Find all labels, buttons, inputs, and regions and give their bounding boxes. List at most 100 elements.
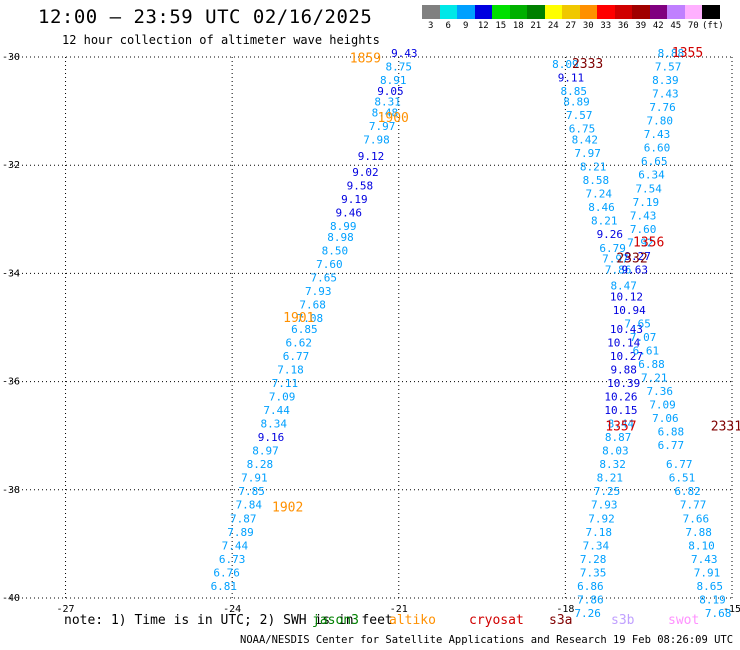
wave-height-value: 8.44 xyxy=(608,418,635,431)
wave-height-value: 6.76 xyxy=(213,566,240,579)
wave-height-value: 6.60 xyxy=(644,142,671,155)
color-scale-label: 45 xyxy=(670,21,682,31)
wave-height-value: 6.75 xyxy=(569,123,596,136)
color-scale-swatch xyxy=(597,5,615,19)
wave-height-value: 6.77 xyxy=(658,439,685,452)
wave-height-value: 8.21 xyxy=(580,161,607,174)
wave-height-value: 10.43 xyxy=(610,323,643,336)
wave-height-value: 7.44 xyxy=(222,539,249,552)
color-scale-swatch xyxy=(684,5,702,19)
color-scale-swatch xyxy=(457,5,475,19)
wave-height-value: 7.98 xyxy=(363,134,390,147)
wave-height-value: 7.88 xyxy=(685,526,712,539)
wave-height-value: 8.39 xyxy=(652,74,679,87)
color-scale-swatch xyxy=(649,5,667,19)
wave-height-value: 7.84 xyxy=(236,499,263,512)
color-scale-swatch xyxy=(702,5,720,19)
wave-height-value: 6.79 xyxy=(599,242,626,255)
wave-height-value: 8.31 xyxy=(374,96,401,109)
wave-height-value: 10.15 xyxy=(604,404,637,417)
wave-height-value: 8.87 xyxy=(605,431,632,444)
wave-height-value: 6.81 xyxy=(211,580,238,593)
wave-height-value: 9.12 xyxy=(358,150,385,163)
color-scale-swatch xyxy=(614,5,632,19)
satellite-legend-item: s3b xyxy=(611,613,635,628)
wave-height-value: 7.80 xyxy=(647,115,674,128)
wave-height-value: 7.66 xyxy=(683,512,710,525)
wave-height-value: 8.85 xyxy=(560,85,587,98)
color-scale-label: 36 xyxy=(617,21,629,31)
wave-height-value: 8.99 xyxy=(330,220,357,233)
wave-height-value: 7.68 xyxy=(705,607,732,620)
wave-height-value: 9.58 xyxy=(347,180,374,193)
color-scale-label: 9 xyxy=(463,21,469,31)
wave-height-value: 8.42 xyxy=(572,134,599,147)
color-scale-label: 24 xyxy=(547,21,559,31)
wave-height-value: 7.57 xyxy=(566,109,593,122)
wave-height-value: 7.93 xyxy=(305,285,332,298)
wave-height-value: 9.19 xyxy=(341,193,368,206)
lon-tick-label: -18 xyxy=(556,604,574,615)
wave-height-value: 9.26 xyxy=(597,228,624,241)
wave-height-value: 6.65 xyxy=(641,155,668,168)
wave-height-value: 7.11 xyxy=(272,377,299,390)
wave-height-value: 8.10 xyxy=(688,539,715,552)
wave-height-value: 9.27 xyxy=(624,250,651,263)
color-scale-swatch xyxy=(667,5,685,19)
wave-height-value: 7.43 xyxy=(652,88,679,101)
page-subtitle: 12 hour collection of altimeter wave hei… xyxy=(62,33,380,47)
wave-height-value: 7.09 xyxy=(269,391,296,404)
lon-tick-label: -24 xyxy=(223,604,241,615)
color-scale-swatch xyxy=(527,5,545,19)
wave-height-value: 7.26 xyxy=(574,607,601,620)
wave-height-value: 8.32 xyxy=(599,458,626,471)
wave-height-value: 7.77 xyxy=(680,499,707,512)
color-scale-swatch xyxy=(422,5,440,19)
wave-height-value: 7.97 xyxy=(369,120,396,133)
wave-height-value: 10.12 xyxy=(610,290,643,303)
track-time-label: 2333 xyxy=(572,57,603,72)
wave-height-value: 8.58 xyxy=(583,174,610,187)
wave-height-value: 8.48 xyxy=(372,107,399,120)
color-scale-label: 15 xyxy=(495,21,507,31)
wave-height-value: 7.54 xyxy=(635,182,662,195)
wave-height-value: 7.68 xyxy=(299,299,326,312)
wave-height-value: 10.27 xyxy=(610,350,643,363)
track-time-label: 2332 xyxy=(616,252,647,267)
wave-height-value: 8.47 xyxy=(610,280,637,293)
satellite-legend-item: altiko xyxy=(389,613,436,628)
color-scale-label: 3 xyxy=(428,21,434,31)
wave-height-value: 7.09 xyxy=(649,399,676,412)
wave-height-value: 9.11 xyxy=(558,71,585,84)
wave-height-value: 7.65 xyxy=(624,318,651,331)
wave-height-value: 7.25 xyxy=(594,485,621,498)
color-scale-label: 12 xyxy=(477,21,489,31)
satellite-legend-item: swot xyxy=(668,613,700,628)
wave-height-value: 9.46 xyxy=(336,207,363,220)
satellite-legend-item: cryosat xyxy=(469,613,524,628)
wave-height-value: 7.92 xyxy=(627,236,654,249)
wave-height-value: 9.05 xyxy=(377,85,404,98)
wave-height-value: 7.65 xyxy=(311,272,338,285)
wave-height-value: 8.03 xyxy=(602,445,629,458)
color-scale-swatch xyxy=(509,5,527,19)
color-scale-bar xyxy=(422,5,720,19)
track-time-label: 1902 xyxy=(272,500,303,515)
wave-height-value: 8.98 xyxy=(327,231,354,244)
color-scale-label: 30 xyxy=(582,21,594,31)
wave-height-value: 7.19 xyxy=(633,196,660,209)
wave-height-value: 8.21 xyxy=(591,215,618,228)
wave-height-value: 7.89 xyxy=(227,526,254,539)
footer-note: note: 1) Time is in UTC; 2) SWH is in fe… xyxy=(64,613,393,628)
lon-tick-label: -21 xyxy=(390,604,408,615)
wave-height-value: 7.87 xyxy=(230,512,257,525)
wave-height-value: 7.44 xyxy=(263,404,290,417)
wave-height-value: 6.51 xyxy=(669,472,696,485)
wave-height-value: 7.91 xyxy=(241,472,268,485)
wave-height-value: 6.82 xyxy=(674,485,701,498)
wave-height-value: 9.16 xyxy=(258,431,285,444)
color-scale-label: 21 xyxy=(530,21,542,31)
color-scale-swatch xyxy=(474,5,492,19)
wave-height-value: 6.88 xyxy=(658,426,685,439)
